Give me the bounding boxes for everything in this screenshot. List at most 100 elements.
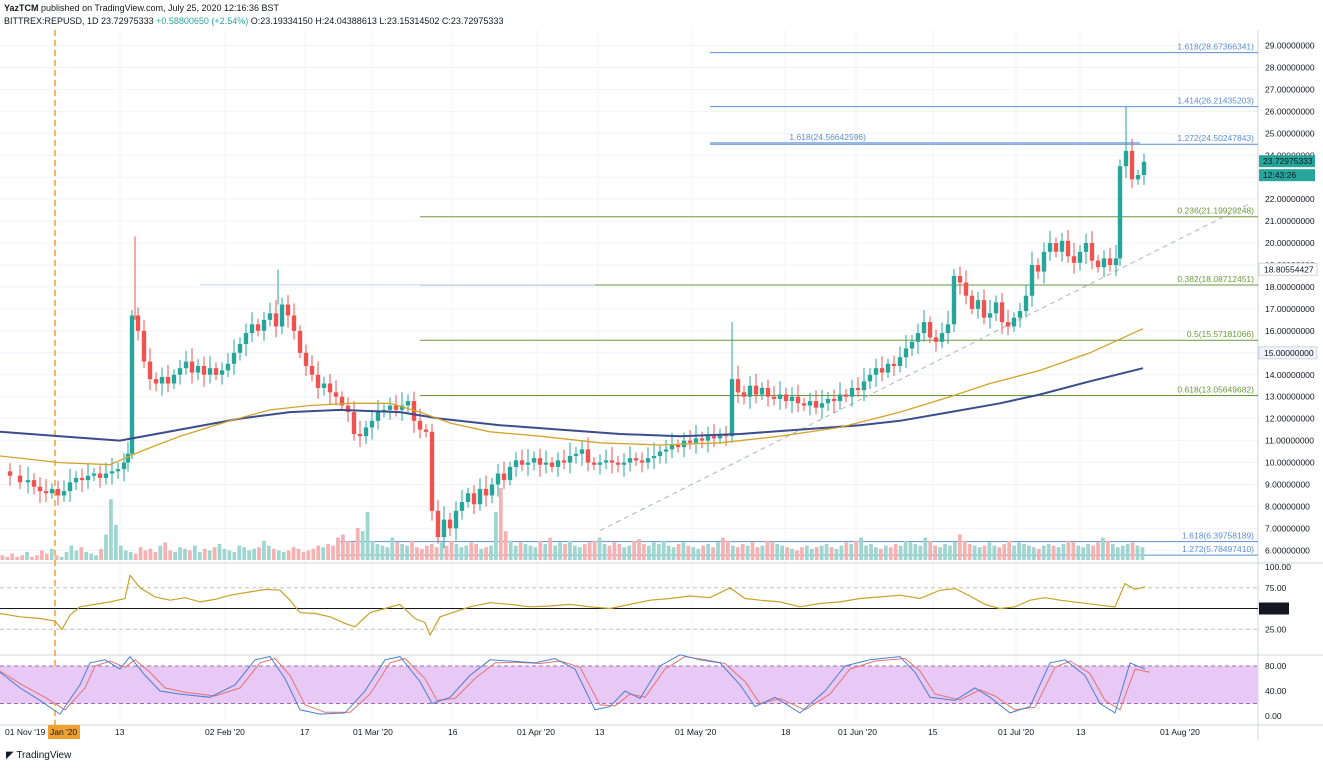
candle-body <box>699 438 705 441</box>
grid <box>0 30 1323 740</box>
volume-bar <box>1091 545 1095 560</box>
price-axis[interactable]: 29.00000000 28.00000000 27.00000000 26.0000… <box>1258 41 1318 722</box>
volume-bar <box>148 548 153 560</box>
volume-bar <box>133 553 138 560</box>
candle-body <box>969 295 975 309</box>
volume-bar <box>1106 540 1110 560</box>
candle-body <box>423 429 429 432</box>
volume-bar <box>637 539 641 560</box>
volume-bar <box>696 548 701 560</box>
candle-body <box>591 462 597 465</box>
volume-bar <box>765 540 770 560</box>
volume-bar <box>405 545 409 560</box>
candle-body <box>717 434 723 439</box>
candle-body <box>1113 258 1119 265</box>
candle-body <box>963 282 969 296</box>
fib-label: 1.618(6.39758189) <box>1182 531 1254 541</box>
volume-bar <box>607 545 612 560</box>
candle-body <box>1095 260 1101 268</box>
candle-body <box>603 460 609 463</box>
candle-body <box>429 431 435 511</box>
candle-body <box>819 403 825 408</box>
candle-body <box>489 484 495 496</box>
volume-bar <box>321 547 326 560</box>
candle-body <box>393 405 399 410</box>
level-label: 18.80554427 <box>1264 264 1314 274</box>
volume-bar <box>207 550 212 560</box>
volume-bar <box>844 542 849 560</box>
volume-bar <box>370 540 375 560</box>
candle-body <box>1041 251 1047 272</box>
candle-body <box>525 462 531 465</box>
candle-body <box>495 473 501 485</box>
candle-body <box>1065 240 1071 257</box>
price-tick-label: 9.00000000 <box>1265 480 1310 490</box>
candle-body <box>195 365 201 373</box>
volume-bar <box>691 547 696 560</box>
candle-body <box>255 324 261 331</box>
price-tick-label: 27.00000000 <box>1265 84 1315 94</box>
volume-bar <box>291 547 296 560</box>
volume-bar <box>400 544 404 560</box>
candle-body <box>609 460 615 463</box>
rsi-line <box>0 573 1146 637</box>
candle-body <box>735 379 741 393</box>
candle-body <box>843 394 849 397</box>
time-axis[interactable]: 01 Nov '19 Jan '20 13 02 Feb '20 17 01 Mar '2… <box>5 725 1200 739</box>
candle-body <box>1005 322 1011 327</box>
volume-bar <box>1081 547 1086 560</box>
volume-bar <box>158 545 163 560</box>
candle-body <box>1011 317 1017 327</box>
candle-body <box>85 475 91 481</box>
time-tick-label: 17 <box>300 727 310 737</box>
candle-body <box>453 510 459 529</box>
candle-body <box>663 449 669 452</box>
volume-bar <box>864 545 868 560</box>
candle-body <box>1047 243 1053 252</box>
candle-body <box>651 455 657 459</box>
volume-bar <box>163 542 168 560</box>
candle-body <box>237 344 243 353</box>
candle-body <box>285 304 291 316</box>
candle-body <box>801 403 807 406</box>
candle-body <box>483 488 489 496</box>
volume-bar <box>681 542 686 560</box>
fib-label: 1.618(28.67366341) <box>1177 42 1254 52</box>
candle-body <box>903 348 909 358</box>
fib-levels: 1.618(28.67366341) 1.414(26.21435203) 1.27… <box>200 42 1258 556</box>
candle-body <box>321 383 327 388</box>
volume-bar <box>1056 547 1061 560</box>
volume-bar <box>301 552 306 560</box>
volume-bar <box>1135 545 1140 560</box>
volume-bar <box>725 540 730 560</box>
candle-body <box>231 352 237 364</box>
last-price-tag <box>1259 155 1315 168</box>
time-tick-label: 01 Nov '19 <box>5 727 46 737</box>
candle-body <box>795 396 801 404</box>
time-tick-label: 01 Jun '20 <box>838 727 877 737</box>
candle-body <box>297 330 303 353</box>
candle-body <box>447 519 453 529</box>
volume-bar <box>183 548 187 560</box>
candle-body <box>357 434 363 437</box>
tradingview-logo[interactable]: ◤ TradingView <box>6 750 71 761</box>
price-tick-label: 21.00000000 <box>1265 216 1315 226</box>
candle-body <box>267 313 273 320</box>
volume-bar <box>188 550 192 560</box>
volume-bar <box>790 548 794 560</box>
candle-body <box>543 462 549 465</box>
fib-label: 1.272(24.50247843) <box>1177 133 1254 143</box>
candle-body <box>711 436 717 439</box>
candle-body <box>861 381 867 391</box>
volume-bar <box>173 552 177 560</box>
volume-bar <box>804 545 809 560</box>
candle-body <box>375 412 381 421</box>
volume-bar <box>1017 542 1021 560</box>
candle-body <box>837 394 843 402</box>
candle-body <box>561 460 567 463</box>
publisher-name[interactable]: YazTCM <box>4 3 39 13</box>
volume-bar <box>247 550 252 560</box>
volume-bar <box>888 547 893 560</box>
symbol[interactable]: BITTREX:REPUSD, 1D <box>4 16 99 26</box>
